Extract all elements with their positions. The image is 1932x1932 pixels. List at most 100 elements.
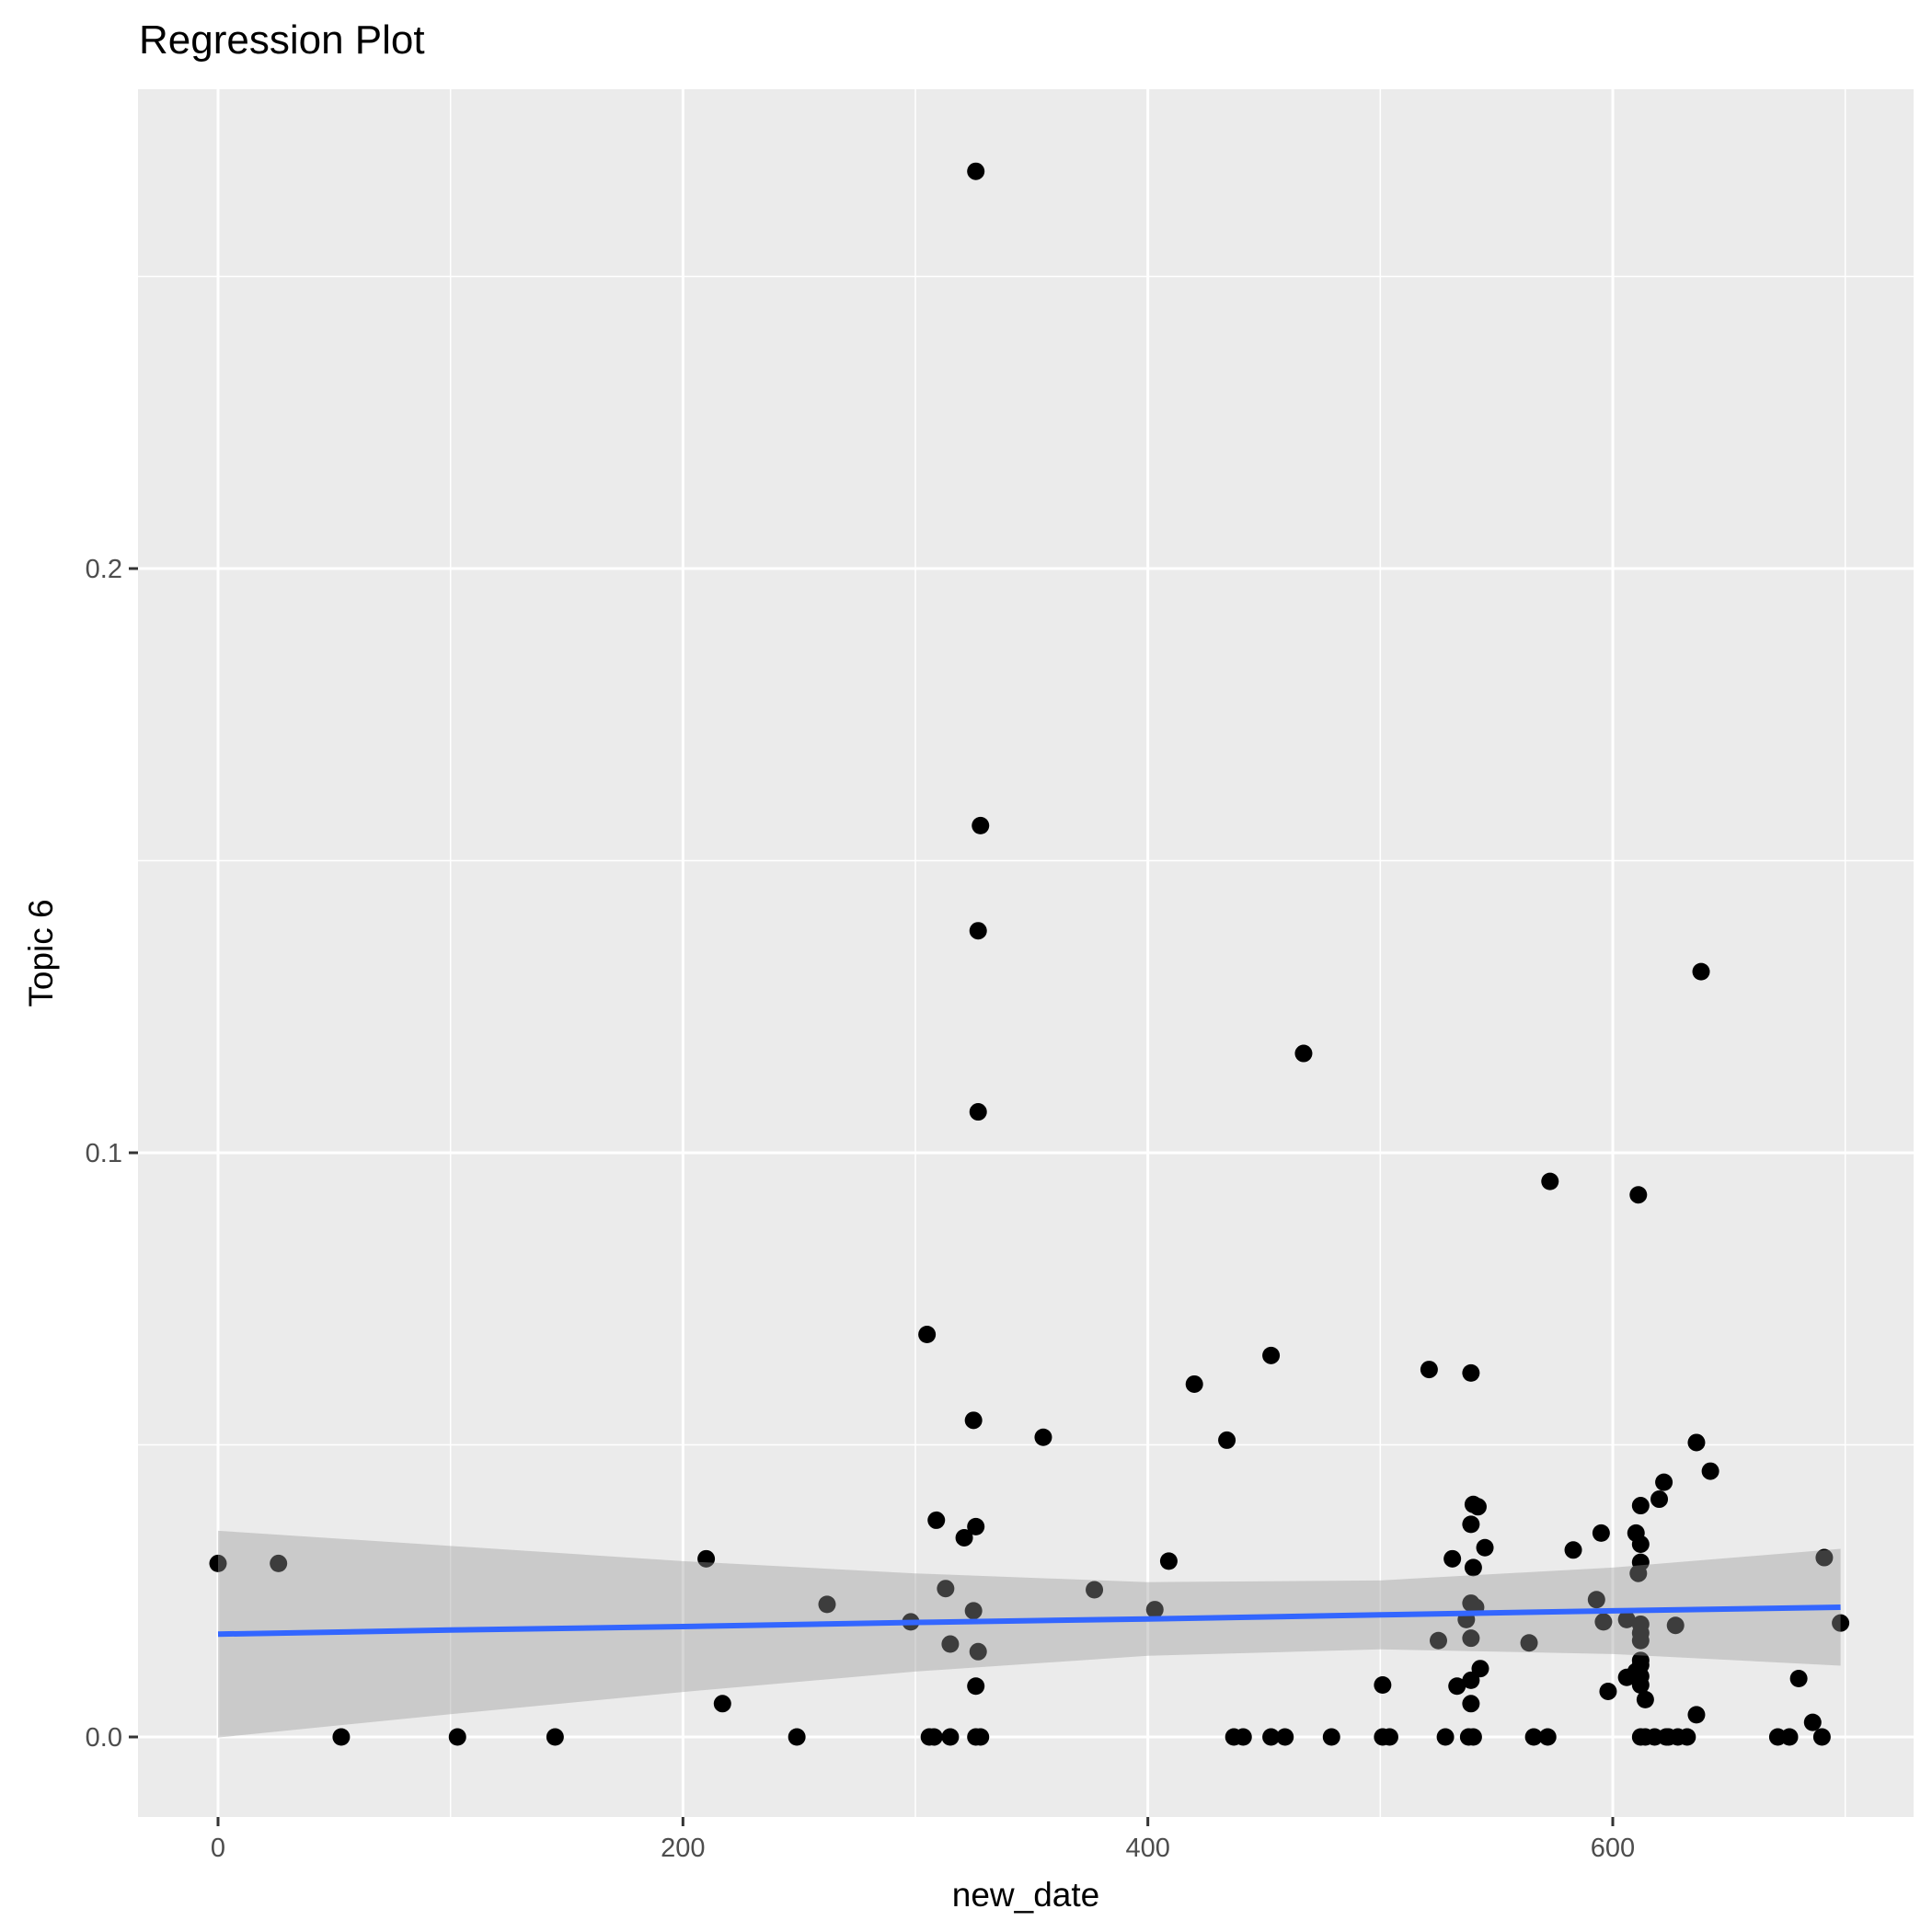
data-point [1687, 1706, 1706, 1724]
data-point [270, 1554, 288, 1572]
data-point [1815, 1548, 1834, 1567]
data-point [1462, 1671, 1480, 1689]
data-point [1541, 1172, 1559, 1190]
data-point [972, 816, 990, 834]
x-tick-label: 0 [211, 1834, 225, 1863]
data-point [1592, 1524, 1610, 1542]
data-point [1448, 1677, 1466, 1696]
y-tick-label: 0.2 [86, 555, 122, 584]
data-point [788, 1728, 806, 1746]
data-points [209, 162, 1850, 1746]
data-point [1789, 1670, 1808, 1687]
confidence-band-layer [217, 1530, 1841, 1738]
data-point [1471, 1660, 1489, 1678]
data-point [1666, 1616, 1685, 1635]
data-point [1631, 1651, 1650, 1670]
data-point [969, 1103, 987, 1121]
data-point [1631, 1535, 1650, 1553]
data-point [1631, 1497, 1650, 1515]
axes: 0 200 400 600 0.0 0.1 0.2 [86, 555, 1636, 1863]
data-point [818, 1595, 836, 1614]
data-point [1629, 1186, 1648, 1204]
data-point [713, 1695, 731, 1713]
data-point [941, 1728, 960, 1746]
data-point [209, 1554, 227, 1572]
data-point [1631, 1631, 1650, 1650]
data-point [1430, 1631, 1447, 1650]
data-point [1812, 1728, 1831, 1746]
data-point [1034, 1428, 1052, 1446]
data-point [1185, 1374, 1203, 1393]
data-point [1520, 1634, 1538, 1652]
data-point [972, 1728, 990, 1746]
x-tick-label: 400 [1125, 1834, 1169, 1863]
regression-line [217, 1604, 1841, 1638]
data-point [1462, 1629, 1480, 1648]
data-point [1464, 1558, 1482, 1577]
confidence-band [218, 1530, 1841, 1738]
x-axis-label: new_date [952, 1876, 1099, 1914]
data-point [1617, 1610, 1636, 1628]
data-point [332, 1728, 351, 1746]
data-point [927, 1511, 946, 1529]
y-tick-label: 0.1 [86, 1139, 122, 1168]
data-point [1692, 962, 1710, 981]
data-point [964, 1602, 983, 1620]
data-point [1678, 1728, 1696, 1746]
data-point [1159, 1552, 1178, 1570]
data-point [1780, 1728, 1799, 1746]
x-tick-label: 600 [1591, 1834, 1635, 1863]
data-point [925, 1728, 943, 1746]
data-point [1374, 1675, 1392, 1694]
data-point [937, 1580, 955, 1598]
data-point [1462, 1363, 1480, 1382]
data-point [967, 1677, 985, 1696]
data-point [1218, 1431, 1236, 1449]
data-point [448, 1728, 466, 1746]
data-point [1462, 1515, 1480, 1534]
x-tick-label: 200 [661, 1834, 705, 1863]
data-point [1599, 1682, 1617, 1700]
data-point [1262, 1728, 1281, 1746]
data-point [1587, 1591, 1605, 1609]
data-point [1468, 1498, 1487, 1516]
data-point [969, 922, 987, 940]
data-point [1436, 1728, 1455, 1746]
data-point [1420, 1361, 1438, 1379]
data-point [1564, 1541, 1582, 1559]
data-point [1636, 1690, 1654, 1708]
data-point [1234, 1728, 1252, 1746]
data-point [1594, 1613, 1613, 1631]
data-point [1687, 1433, 1706, 1452]
data-point [918, 1325, 937, 1343]
data-point [969, 1642, 987, 1661]
data-point [1650, 1490, 1669, 1509]
y-axis-label: Topic 6 [22, 899, 60, 1006]
data-point [1145, 1601, 1164, 1619]
data-point [1832, 1614, 1850, 1632]
gridlines [138, 89, 1914, 1817]
y-tick-label: 0.0 [86, 1723, 122, 1753]
data-point [1294, 1044, 1313, 1063]
data-point [1086, 1581, 1104, 1599]
data-point [1322, 1728, 1340, 1746]
chart-title: Regression Plot [139, 17, 425, 63]
data-point [1476, 1538, 1494, 1557]
data-point [546, 1728, 564, 1746]
data-point [1538, 1728, 1557, 1746]
data-point [1701, 1462, 1719, 1480]
data-point [1655, 1473, 1673, 1491]
data-point [941, 1635, 960, 1653]
data-point [1631, 1675, 1650, 1694]
data-point [964, 1411, 983, 1430]
data-point [1464, 1728, 1482, 1746]
plot-panel [138, 89, 1914, 1817]
data-point [1443, 1549, 1462, 1568]
data-point [697, 1549, 716, 1568]
data-point [1462, 1695, 1480, 1713]
data-point [967, 1517, 985, 1535]
data-point [1262, 1346, 1281, 1364]
data-point [955, 1528, 973, 1547]
data-point [1380, 1728, 1398, 1746]
